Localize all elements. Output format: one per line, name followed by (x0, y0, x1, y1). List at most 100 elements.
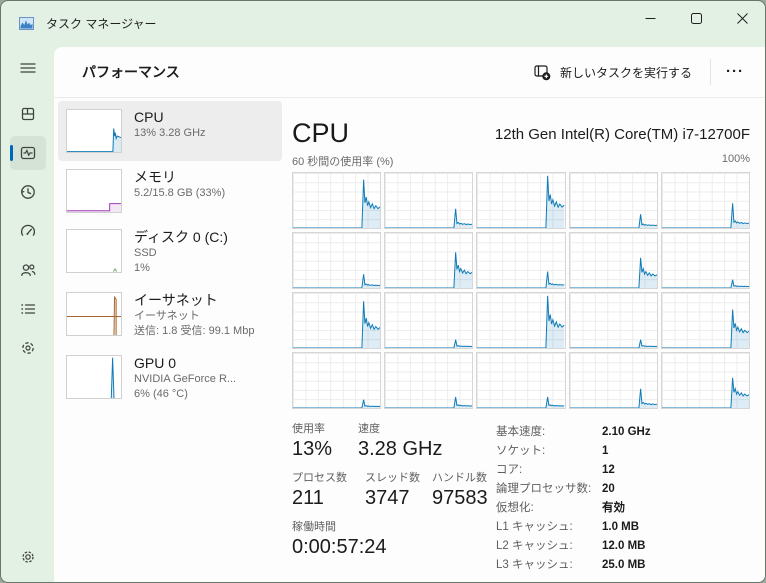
stat-value: 211 (292, 487, 324, 509)
cpu-spec-stats: 基本速度: 2.10 GHz ソケット: 1 コア: 12 論理プロセッサ数: 20 仮… (496, 422, 750, 582)
minimize-icon (645, 17, 655, 19)
performance-metric-list: CPU 13% 3.28 GHz メモリ 5.2/15.8 GB (33%) デ… (58, 100, 282, 582)
uptime-value: 0:00:57:24 (292, 536, 387, 558)
memory-mini-chart (66, 169, 122, 213)
sidebar-item-startup-apps[interactable] (10, 214, 46, 248)
spec-value: 25.0 MB (602, 559, 646, 571)
spec-value: 12 (602, 464, 615, 476)
run-new-task-label: 新しいタスクを実行する (559, 65, 692, 80)
cpu-core-graph (660, 352, 750, 409)
metric-title: イーサネット (134, 292, 218, 308)
cpu-core-graph (568, 352, 658, 409)
cpu-core-graph (660, 292, 750, 349)
performance-icon (20, 146, 35, 160)
stat-value: 97583 (432, 487, 488, 509)
app-history-icon (20, 185, 35, 199)
spec-value: 12.0 MB (602, 540, 646, 552)
sidebar-item-users[interactable] (10, 253, 46, 287)
metric-item-memory[interactable]: メモリ 5.2/15.8 GB (33%) (58, 161, 282, 221)
stat-value: 13% (292, 438, 333, 460)
cpu-core-graph (476, 352, 566, 409)
processes-icon (21, 107, 34, 121)
stat-label: 稼働時間 (292, 521, 336, 533)
spec-value: 2.10 GHz (602, 426, 651, 438)
metric-title: ディスク 0 (C:) (134, 229, 228, 245)
cpu-detail-panel: CPU 12th Gen Intel(R) Core(TM) i7-12700F… (292, 100, 750, 582)
metric-item-ethernet[interactable]: イーサネット イーサネット 送信: 1.8 受信: 99.1 Mbp (58, 284, 282, 347)
stat-value: 3.28 GHz (358, 438, 443, 460)
cpu-core-graph (292, 292, 382, 349)
cpu-core-grid (292, 172, 750, 409)
maximize-icon (690, 12, 702, 24)
minimize-button[interactable] (627, 1, 673, 35)
titlebar: タスク マネージャー (1, 1, 765, 47)
metric-subtitle: 5.2/15.8 GB (33%) (134, 187, 226, 199)
spec-label: 論理プロセッサ数: (496, 483, 592, 495)
cpu-core-graph (476, 292, 566, 349)
spec-label: 仮想化: (496, 502, 534, 514)
cpu-core-graph (292, 172, 382, 229)
users-icon (20, 264, 35, 277)
window-title: タスク マネージャー (46, 17, 157, 31)
metric-item-gpu[interactable]: GPU 0 NVIDIA GeForce R... 6% (46 °C) (58, 347, 282, 410)
stat-label: 使用率 (292, 423, 325, 435)
cpu-live-stats: 使用率 13% 速度 3.28 GHz プロセス数 211 (292, 422, 496, 582)
spec-label: コア: (496, 464, 523, 476)
metric-title: CPU (134, 109, 164, 125)
metric-subtitle: SSD (134, 247, 157, 259)
cpu-model-name: 12th Gen Intel(R) Core(TM) i7-12700F (494, 126, 750, 143)
cpu-mini-chart (66, 109, 122, 153)
spec-value: 1.0 MB (602, 521, 640, 533)
ethernet-mini-chart (66, 292, 122, 336)
maximize-button[interactable] (673, 1, 719, 35)
metric-title: メモリ (134, 169, 176, 185)
sidebar-item-processes[interactable] (10, 97, 46, 131)
run-new-task-button[interactable]: 新しいタスクを実行する (522, 58, 704, 87)
metric-item-cpu[interactable]: CPU 13% 3.28 GHz (58, 101, 282, 161)
close-icon (736, 12, 748, 24)
cpu-core-graph (384, 172, 474, 229)
metric-title: GPU 0 (134, 355, 177, 371)
close-button[interactable] (719, 1, 765, 35)
toolbar-separator (710, 59, 711, 85)
metric-item-disk[interactable]: ディスク 0 (C:) SSD 1% (58, 221, 282, 284)
sidebar-item-services[interactable] (10, 331, 46, 365)
toolbar: パフォーマンス 新しいタスクを実行する ··· (54, 47, 765, 98)
graph-axis-label: 60 秒間の使用率 (%) (292, 156, 394, 168)
cpu-core-graph (660, 172, 750, 229)
metric-subtitle: イーサネット (134, 310, 200, 322)
spec-label: ソケット: (496, 445, 546, 457)
cpu-core-graph (384, 352, 474, 409)
stat-label: 速度 (358, 423, 380, 435)
sidebar-item-details[interactable] (10, 292, 46, 326)
cpu-core-graph (384, 232, 474, 289)
metric-subtitle: 1% (134, 262, 150, 274)
sidebar (1, 47, 54, 582)
settings-icon (21, 551, 34, 563)
cpu-core-graph (660, 232, 750, 289)
cpu-core-graph (292, 352, 382, 409)
metric-subtitle: 13% 3.28 GHz (134, 127, 206, 139)
cpu-core-graph (292, 232, 382, 289)
graph-max-label: 100% (721, 153, 750, 165)
stat-value: 3747 (365, 487, 410, 509)
more-options-button[interactable]: ··· (717, 58, 753, 86)
content-panel: パフォーマンス 新しいタスクを実行する ··· CP (54, 47, 765, 582)
details-icon (20, 304, 35, 314)
metric-subtitle: 6% (46 °C) (134, 388, 188, 400)
gpu-mini-chart (66, 355, 122, 399)
page-title: パフォーマンス (82, 64, 180, 80)
spec-value: 有効 (602, 502, 625, 514)
settings-button[interactable] (10, 540, 46, 574)
sidebar-item-app-history[interactable] (10, 175, 46, 209)
metric-subtitle: NVIDIA GeForce R... (134, 373, 237, 385)
metric-subtitle: 送信: 1.8 受信: 99.1 Mbp (134, 325, 255, 337)
stat-label: スレッド数 (365, 472, 420, 484)
spec-label: 基本速度: (496, 426, 546, 438)
sidebar-item-performance[interactable] (9, 136, 46, 170)
cpu-core-graph (476, 172, 566, 229)
spec-label: L1 キャッシュ: (496, 521, 573, 533)
menu-toggle-button[interactable] (10, 51, 46, 85)
services-icon (21, 342, 34, 354)
